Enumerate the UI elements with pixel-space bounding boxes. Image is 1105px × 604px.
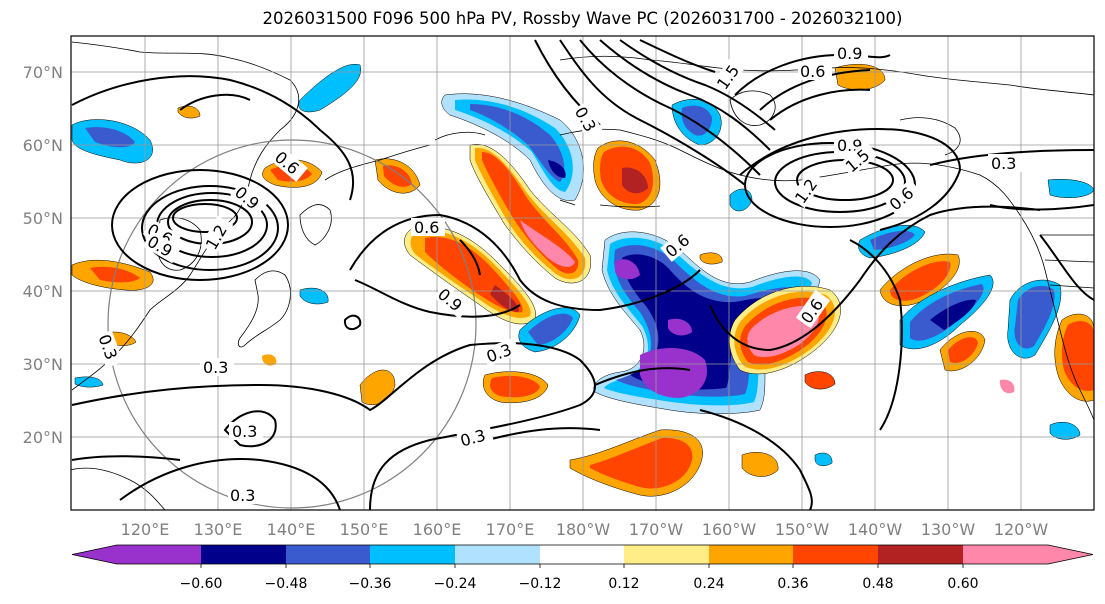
lat-label: 50°N [23, 209, 63, 228]
colorbar-tick-label: −0.48 [265, 576, 308, 592]
lon-label: 130°E [194, 520, 243, 539]
lon-label: 180°W [556, 520, 611, 539]
pv-contours [71, 39, 1094, 510]
lat-label: 60°N [23, 136, 63, 155]
colorbar-outline [71, 544, 1094, 565]
colorbar-segment [455, 545, 540, 564]
colorbar-tick-label: 0.48 [862, 576, 893, 592]
colorbar-tick-label: 0.12 [608, 576, 639, 592]
colorbar-segment [624, 545, 709, 564]
colorbar-tick-labels: −0.60 −0.48 −0.36 −0.24 −0.12 0.12 0.24 … [180, 576, 979, 592]
colorbar-segment [878, 545, 963, 564]
lat-label: 40°N [23, 282, 63, 301]
colorbar-segment [540, 545, 624, 564]
lon-label: 120°E [121, 520, 170, 539]
colorbar-ticks [200, 564, 964, 568]
colorbar-tick-label: 0.24 [693, 576, 724, 592]
lon-label: 130°W [921, 520, 976, 539]
lon-label: 170°E [486, 520, 535, 539]
colorbar-tick-label: −0.24 [434, 576, 477, 592]
pv-shading [71, 63, 1094, 497]
map-title: 2026031500 F096 500 hPa PV, Rossby Wave … [262, 9, 903, 28]
colorbar-tick-label: 0.60 [947, 576, 978, 592]
colorbar-segment [117, 545, 201, 564]
map-frame [70, 35, 1095, 511]
lon-label: 150°E [340, 520, 389, 539]
colorbar-segment [963, 545, 1048, 564]
contour-label: 0.3 [232, 422, 257, 441]
contour-label: 0.3 [230, 486, 255, 505]
colorbar-segment [793, 545, 878, 564]
colorbar-tick-label: −0.36 [349, 576, 392, 592]
lon-label: 120°W [994, 520, 1049, 539]
neg-anomaly-blob [298, 63, 362, 113]
lon-label: 150°W [775, 520, 830, 539]
lat-label: 70°N [23, 63, 63, 82]
contour-label: 0.6 [414, 218, 439, 237]
lon-label: 160°W [702, 520, 757, 539]
lat-label: 20°N [23, 428, 63, 447]
latitude-labels: 70°N 60°N 50°N 40°N 30°N 20°N [23, 63, 63, 447]
lon-label: 140°E [267, 520, 316, 539]
pos-anomaly-blob [359, 369, 396, 406]
colorbar-extend-high [1048, 545, 1093, 564]
colorbar-segment [709, 545, 793, 564]
colorbar-tick-label: 0.36 [777, 576, 808, 592]
contour-label: 0.3 [203, 358, 228, 377]
colorbar-tick-label: −0.12 [519, 576, 562, 592]
longitude-labels: 120°E 130°E 140°E 150°E 160°E 170°E 180°… [121, 520, 1049, 539]
colorbar-tick-label: −0.60 [180, 576, 223, 592]
colorbar: −0.60 −0.48 −0.36 −0.24 −0.12 0.12 0.24 … [71, 544, 1094, 592]
colorbar-segment [286, 545, 370, 564]
lat-label: 30°N [23, 355, 63, 374]
lon-label: 160°E [413, 520, 462, 539]
contour-label: 0.3 [991, 154, 1016, 173]
pos-anomaly-blob [834, 63, 886, 90]
colorbar-segment [370, 545, 455, 564]
contour-label: 0.6 [800, 62, 825, 81]
lon-label: 170°W [629, 520, 684, 539]
contour-label: 0.9 [837, 44, 862, 63]
colorbar-extend-low [72, 545, 117, 564]
region-circle [107, 139, 477, 509]
lon-label: 140°W [848, 520, 903, 539]
colorbar-segment [201, 545, 286, 564]
colorbar-segments [72, 545, 1093, 564]
coastlines [71, 41, 1094, 510]
